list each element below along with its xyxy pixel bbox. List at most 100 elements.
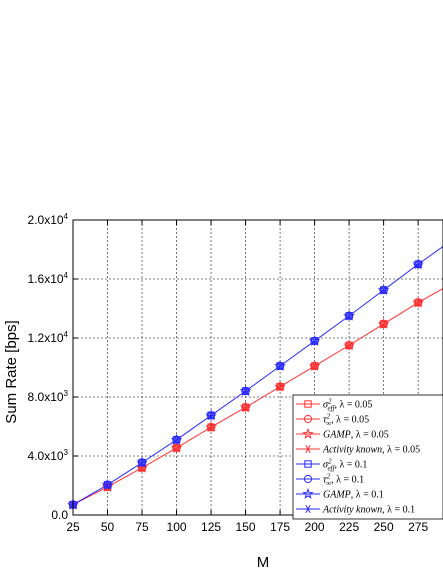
- legend-entry-sub: ∞: [326, 420, 331, 428]
- data-point-asterisk-marker: [413, 260, 423, 269]
- data-point-star-marker: [136, 461, 148, 473]
- data-point-star-marker: [377, 283, 390, 295]
- x-tick-label: 125: [201, 520, 221, 534]
- legend-entry-base: σ: [323, 400, 329, 411]
- x-tick-label: 150: [236, 520, 256, 534]
- legend-entry-label: Activity known, λ = 0.05: [322, 445, 420, 456]
- data-point-star-marker: [274, 380, 286, 392]
- data-point-star-marker: [343, 339, 355, 351]
- data-point-asterisk-marker: [344, 341, 354, 350]
- data-point-asterisk-marker: [344, 311, 354, 320]
- legend-entry-sub: ∞: [326, 480, 331, 488]
- legend-entry-sup: 2: [328, 398, 332, 406]
- plot-frame: [72, 219, 443, 516]
- legend-entry-label: Activity known, λ = 0.1: [322, 505, 415, 516]
- legend-entry-tail: , λ = 0.05: [331, 415, 369, 426]
- y-tick-mantissa: 1.6x10: [28, 272, 64, 286]
- y-tick-mantissa: 4.0x10: [28, 449, 64, 463]
- y-tick-label: 4.0x103: [28, 448, 69, 463]
- data-point-asterisk-marker: [137, 458, 147, 467]
- data-point-asterisk-marker: [206, 411, 216, 420]
- y-tick-label: 0.0: [51, 508, 68, 522]
- legend-entry-base: Activity known: [322, 505, 382, 516]
- data-point-asterisk-marker: [241, 403, 250, 412]
- data-point-asterisk-marker: [379, 319, 389, 329]
- legend-entry-base: τ: [323, 415, 327, 426]
- y-tick-mantissa: 0.0: [51, 508, 68, 522]
- legend-entry-tail: , λ = 0.1: [331, 475, 364, 486]
- legend-star-marker: [302, 487, 314, 499]
- series-line: [72, 246, 443, 506]
- y-tick-label: 8.0x103: [28, 389, 69, 404]
- data-point-star-marker: [170, 441, 183, 453]
- data-point-star-marker: [412, 258, 424, 270]
- data-point-star-marker: [274, 359, 286, 371]
- data-point-star-marker: [205, 421, 217, 433]
- legend-entry-sup: 2: [328, 458, 332, 466]
- legend-asterisk-marker: [303, 444, 313, 454]
- data-point-star-marker: [343, 309, 355, 321]
- x-tick-label: 75: [135, 520, 149, 534]
- data-point-asterisk-marker: [310, 361, 320, 371]
- data-point-star-marker: [239, 401, 252, 413]
- data-point-asterisk-marker: [103, 480, 112, 489]
- y-tick-mantissa: 2.0x10: [28, 213, 64, 227]
- y-tick-exponent: 4: [64, 212, 69, 221]
- legend-entry-tail: , λ = 0.05: [351, 430, 389, 441]
- legend-entry-tail: , λ = 0.05: [382, 445, 420, 456]
- series-lines: [72, 246, 443, 506]
- data-point-asterisk-marker: [172, 443, 181, 452]
- legend-entry-base: Activity known: [322, 445, 382, 456]
- series-line: [72, 288, 443, 506]
- legend-entry-label: τ2 ∞, λ = 0.1: [323, 473, 364, 488]
- y-tick-mantissa: 1.2x10: [28, 331, 64, 345]
- data-point-star-marker: [205, 409, 217, 421]
- data-point-asterisk-marker: [413, 298, 423, 307]
- y-tick-label: 1.6x104: [28, 271, 69, 286]
- legend-entry-label: GAMP, λ = 0.1: [323, 490, 384, 501]
- legend-entry-base: GAMP: [323, 430, 351, 441]
- x-tick-label: 200: [305, 520, 325, 534]
- data-point-asterisk-marker: [379, 286, 389, 295]
- legend-entry-label: σ2 eff, λ = 0.05: [323, 398, 372, 413]
- legend-entry-tail: , λ = 0.1: [351, 490, 384, 501]
- legend-entry-sup: 2: [327, 413, 331, 421]
- legend-circle-marker: [303, 414, 313, 424]
- legend-circle-marker: [303, 474, 313, 484]
- data-point-asterisk-marker: [241, 387, 250, 396]
- data-point-asterisk-marker: [310, 336, 320, 346]
- y-tick-exponent: 3: [64, 448, 69, 457]
- data-point-star-marker: [239, 385, 252, 397]
- y-axis-title: Sum Rate [bps]: [3, 320, 20, 423]
- series-markers: [67, 258, 424, 510]
- y-tick-mantissa: 8.0x10: [28, 390, 64, 404]
- data-point-star-marker: [170, 433, 183, 445]
- legend-entry-sub: eff: [327, 465, 335, 473]
- legend-entry-sup: 2: [327, 473, 331, 481]
- data-point-asterisk-marker: [275, 382, 285, 391]
- y-tick-exponent: 3: [64, 389, 69, 398]
- data-point-star-marker: [308, 359, 321, 371]
- legend-asterisk-marker: [303, 504, 313, 514]
- legend-entry-tail: , λ = 0.05: [334, 400, 372, 411]
- y-tick-label: 1.2x104: [28, 330, 69, 345]
- x-tick-label: 100: [167, 520, 187, 534]
- x-tick-label: 250: [374, 520, 394, 534]
- legend-entry-tail: , λ = 0.1: [382, 505, 415, 516]
- grid: [73, 220, 443, 515]
- legend-square-marker: [304, 400, 312, 408]
- data-point-star-marker: [136, 456, 148, 468]
- x-tick-label: 175: [270, 520, 290, 534]
- legend-entry-sub: eff: [327, 405, 335, 413]
- x-tick-label: 25: [66, 520, 80, 534]
- data-point-star-marker: [101, 478, 114, 490]
- legend-entry-label: σ2 eff, λ = 0.1: [323, 458, 367, 473]
- x-tick-labels: 25 50 75 100 125 150 175 200 225 250 275: [66, 520, 428, 534]
- y-tick-exponent: 4: [64, 271, 69, 280]
- legend-entry-base: GAMP: [323, 490, 351, 501]
- data-point-star-marker: [377, 317, 390, 329]
- legend-square-marker: [304, 460, 312, 468]
- data-point-asterisk-marker: [206, 423, 216, 432]
- legend-box: [292, 394, 443, 520]
